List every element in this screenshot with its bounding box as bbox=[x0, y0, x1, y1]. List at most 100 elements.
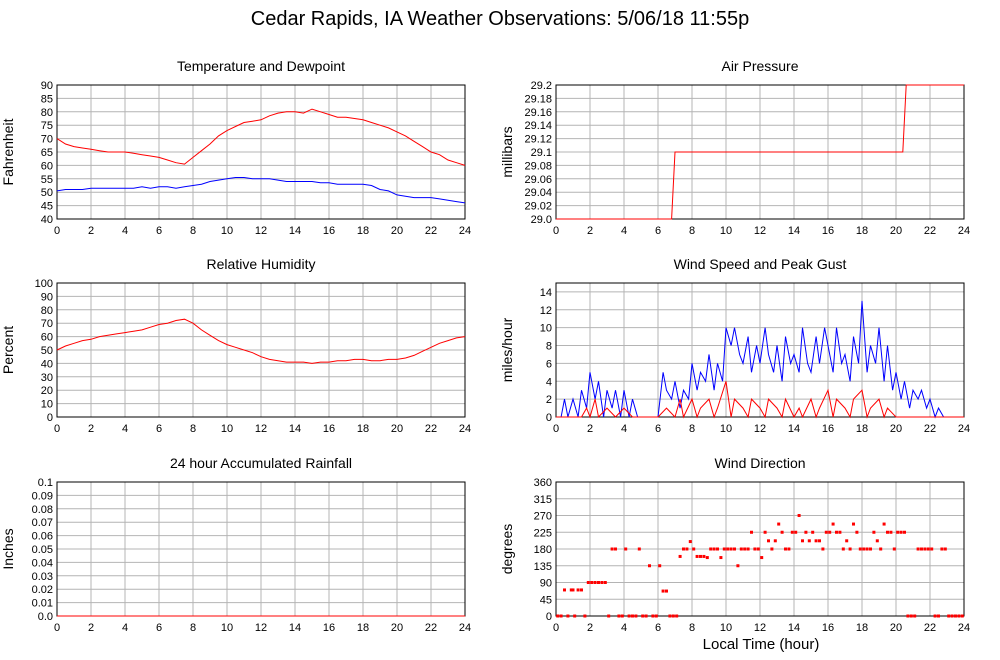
x-tick-label: 10 bbox=[720, 423, 732, 435]
y-tick-label: 180 bbox=[534, 544, 552, 556]
x-tick-label: 20 bbox=[391, 423, 403, 435]
x-tick-label: 18 bbox=[357, 225, 369, 237]
data-point bbox=[746, 547, 750, 551]
data-point bbox=[875, 539, 879, 543]
data-point bbox=[644, 614, 648, 618]
data-point bbox=[814, 539, 818, 543]
y-tick-label: 0.08 bbox=[32, 504, 53, 516]
data-point bbox=[699, 554, 702, 558]
x-tick-label: 20 bbox=[890, 225, 902, 237]
data-point bbox=[668, 614, 672, 618]
y-tick-label: 0 bbox=[546, 412, 552, 424]
plot-frame bbox=[56, 84, 466, 220]
x-tick-label: 22 bbox=[924, 622, 936, 634]
x-tick-label: 12 bbox=[754, 622, 766, 634]
x-tick-label: 16 bbox=[822, 225, 834, 237]
data-point bbox=[603, 581, 607, 584]
y-tick-label: 29.0 bbox=[531, 214, 552, 226]
data-point bbox=[702, 554, 706, 558]
data-point bbox=[648, 564, 651, 568]
y-tick-label: 0 bbox=[546, 611, 552, 623]
x-tick-label: 18 bbox=[856, 225, 868, 237]
x-tick-label: 12 bbox=[754, 225, 766, 237]
x-tick-label: 18 bbox=[856, 423, 868, 435]
data-point bbox=[739, 547, 743, 551]
y-tick-label: 4 bbox=[546, 376, 552, 388]
y-tick-label: 29.06 bbox=[524, 174, 552, 186]
data-point bbox=[571, 588, 575, 592]
x-tick-label: 8 bbox=[689, 423, 695, 435]
x-tick-label: 6 bbox=[156, 225, 162, 237]
data-point bbox=[719, 556, 723, 560]
data-point bbox=[593, 581, 597, 584]
x-tick-label: 22 bbox=[924, 225, 936, 237]
chart-title: Temperature and Dewpoint bbox=[177, 58, 345, 74]
data-point bbox=[722, 547, 726, 551]
data-point bbox=[590, 581, 594, 584]
x-tick-label: 16 bbox=[822, 423, 834, 435]
data-point bbox=[685, 547, 689, 551]
y-tick-label: 270 bbox=[534, 511, 552, 523]
data-point bbox=[930, 547, 934, 551]
y-tick-label: 60 bbox=[41, 332, 53, 344]
y-tick-label: 50 bbox=[41, 345, 53, 357]
x-tick-label: 6 bbox=[655, 225, 661, 237]
y-tick-label: 40 bbox=[41, 214, 53, 226]
data-point bbox=[773, 539, 777, 543]
x-tick-label: 18 bbox=[357, 423, 369, 435]
data-point bbox=[916, 547, 920, 551]
data-point bbox=[784, 547, 787, 551]
data-point bbox=[950, 614, 954, 618]
y-tick-label: 0.06 bbox=[32, 531, 53, 543]
x-tick-label: 18 bbox=[357, 622, 369, 634]
data-point bbox=[709, 547, 713, 551]
x-tick-label: 10 bbox=[221, 622, 233, 634]
data-point bbox=[658, 564, 662, 568]
y-tick-label: 90 bbox=[41, 80, 53, 92]
x-tick-label: 6 bbox=[156, 622, 162, 634]
data-point bbox=[821, 547, 825, 551]
data-point bbox=[726, 547, 730, 551]
data-point bbox=[879, 547, 883, 551]
y-tick-label: 80 bbox=[41, 305, 53, 317]
y-tick-label: 75 bbox=[41, 120, 53, 132]
y-axis-label: Fahrenheit bbox=[0, 118, 16, 185]
x-axis-label: Local Time (hour) bbox=[702, 636, 820, 653]
data-point bbox=[797, 514, 801, 517]
y-tick-label: 14 bbox=[540, 287, 552, 299]
y-tick-label: 0.04 bbox=[32, 557, 53, 569]
y-tick-label: 40 bbox=[41, 358, 53, 370]
x-tick-label: 14 bbox=[788, 622, 800, 634]
data-point bbox=[933, 614, 937, 618]
x-tick-label: 24 bbox=[958, 423, 970, 435]
data-point bbox=[899, 530, 903, 534]
data-point bbox=[637, 547, 641, 551]
y-axis-label: Percent bbox=[0, 326, 16, 374]
y-tick-label: 90 bbox=[41, 291, 53, 303]
y-tick-label: 12 bbox=[540, 305, 552, 317]
x-tick-label: 2 bbox=[88, 423, 94, 435]
x-tick-label: 20 bbox=[391, 225, 403, 237]
data-point bbox=[801, 539, 804, 543]
x-tick-label: 14 bbox=[788, 423, 800, 435]
x-tick-label: 18 bbox=[856, 622, 868, 634]
data-point bbox=[597, 581, 600, 584]
data-point bbox=[671, 614, 675, 618]
x-tick-label: 8 bbox=[689, 225, 695, 237]
y-tick-label: 29.08 bbox=[524, 160, 552, 172]
data-point bbox=[641, 614, 645, 618]
chart-title: Relative Humidity bbox=[207, 256, 316, 272]
x-tick-label: 12 bbox=[255, 225, 267, 237]
y-tick-label: 315 bbox=[534, 494, 552, 506]
x-tick-label: 8 bbox=[190, 225, 196, 237]
data-point bbox=[869, 547, 872, 551]
data-point bbox=[695, 554, 699, 558]
x-tick-label: 0 bbox=[54, 225, 60, 237]
x-tick-label: 8 bbox=[689, 622, 695, 634]
data-point bbox=[923, 547, 927, 551]
data-point bbox=[909, 614, 913, 618]
data-point bbox=[763, 530, 767, 534]
data-point bbox=[926, 547, 930, 551]
